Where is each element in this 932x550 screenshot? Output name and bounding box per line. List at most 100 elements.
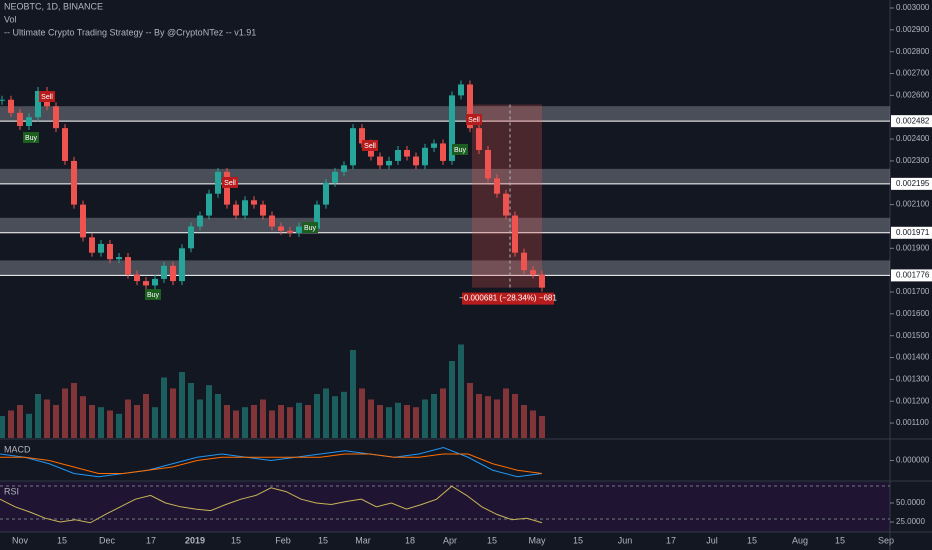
volume-bar — [242, 407, 248, 438]
price-tick-label: 0.001900 — [896, 243, 930, 252]
candle — [377, 156, 383, 166]
level-badge — [891, 115, 932, 128]
time-label: 17 — [146, 535, 156, 545]
volume-bar — [107, 410, 113, 438]
volume-bar — [449, 361, 455, 438]
volume-bar — [503, 388, 509, 438]
level-badge — [891, 269, 932, 282]
macd-label: MACD — [4, 444, 31, 454]
volume-bar — [152, 407, 158, 438]
volume-bar — [323, 388, 329, 438]
candle — [206, 193, 212, 216]
volume-bar — [215, 394, 221, 438]
candle — [170, 265, 176, 282]
signal-label: Buy — [147, 292, 160, 299]
candle — [494, 178, 500, 194]
time-label: Mar — [355, 535, 371, 545]
candle — [179, 248, 185, 282]
signal-badge — [466, 114, 482, 125]
candle — [233, 204, 239, 216]
candle — [62, 128, 68, 161]
candle — [0, 99, 5, 101]
price-tick-label: 0.001600 — [896, 309, 930, 318]
volume-bar — [422, 399, 428, 438]
volume-bar — [386, 407, 392, 438]
level-label: 0.001971 — [896, 228, 930, 237]
level-label: 0.002195 — [896, 179, 930, 188]
candle — [485, 150, 491, 179]
time-label: Aug — [792, 535, 808, 545]
candle — [188, 226, 194, 249]
volume-bar — [26, 413, 32, 438]
volume-bar — [350, 350, 356, 438]
candle — [116, 257, 122, 260]
volume-bar — [539, 416, 545, 438]
candle — [269, 215, 275, 227]
time-label: May — [528, 535, 546, 545]
price-tick-label: 0.001400 — [896, 353, 930, 362]
candle — [134, 274, 140, 282]
candle — [296, 226, 302, 234]
candle — [89, 237, 95, 253]
volume-bar — [125, 399, 131, 438]
level-label: 0.001776 — [896, 271, 930, 280]
signal-badge — [23, 132, 39, 143]
candle — [35, 91, 41, 118]
candle — [161, 265, 167, 279]
signal-badge — [452, 144, 468, 155]
candle — [80, 204, 86, 238]
candle — [512, 215, 518, 253]
signal-badge — [39, 91, 55, 102]
measure-label: −0.000681 (−28.34%) −681 — [459, 294, 557, 303]
volume-bar — [377, 405, 383, 438]
time-label: 18 — [405, 535, 415, 545]
volume-bar — [179, 372, 185, 438]
signal-badge — [362, 140, 378, 151]
volume-bar — [458, 344, 464, 438]
level-badge — [891, 177, 932, 190]
candle — [71, 160, 77, 205]
volume-bar — [35, 394, 41, 438]
volume-bar — [314, 394, 320, 438]
candle — [26, 117, 32, 126]
time-label: 15 — [747, 535, 757, 545]
time-label: 15 — [835, 535, 845, 545]
level-label: 0.002482 — [896, 116, 930, 125]
volume-bar — [269, 410, 275, 438]
signal-label: Buy — [25, 135, 38, 142]
price-tick-label: 0.001100 — [896, 418, 929, 427]
candle — [8, 99, 14, 113]
price-tick-label: 0.002100 — [896, 200, 930, 209]
candle — [359, 128, 365, 144]
volume-bar — [485, 396, 491, 438]
price-tick-label: 0.001500 — [896, 331, 930, 340]
candle — [341, 165, 347, 172]
candle — [521, 252, 527, 271]
rsi-background — [0, 482, 890, 532]
candle — [242, 200, 248, 216]
candle — [422, 147, 428, 166]
candle — [107, 243, 113, 260]
volume-bar — [305, 405, 311, 438]
price-tick-label: 0.002400 — [896, 134, 930, 143]
volume-bar — [404, 405, 410, 438]
candle — [152, 278, 158, 286]
level-zone — [0, 106, 890, 122]
candle — [503, 193, 509, 216]
candle — [431, 143, 437, 148]
volume-bar — [197, 399, 203, 438]
price-tick-label: 0.002600 — [896, 90, 930, 99]
volume-bar — [467, 383, 473, 438]
candle — [314, 204, 320, 229]
volume-bar — [341, 391, 347, 438]
candle — [404, 150, 410, 157]
candle — [17, 112, 23, 126]
time-label: Feb — [275, 535, 291, 545]
time-label: Apr — [443, 535, 457, 545]
level-zone — [0, 260, 890, 276]
volume-bar — [17, 405, 23, 438]
time-label: 2019 — [185, 535, 205, 545]
measure-badge — [462, 292, 554, 305]
price-tick-label: 0.002700 — [896, 69, 930, 78]
volume-bar — [368, 399, 374, 438]
